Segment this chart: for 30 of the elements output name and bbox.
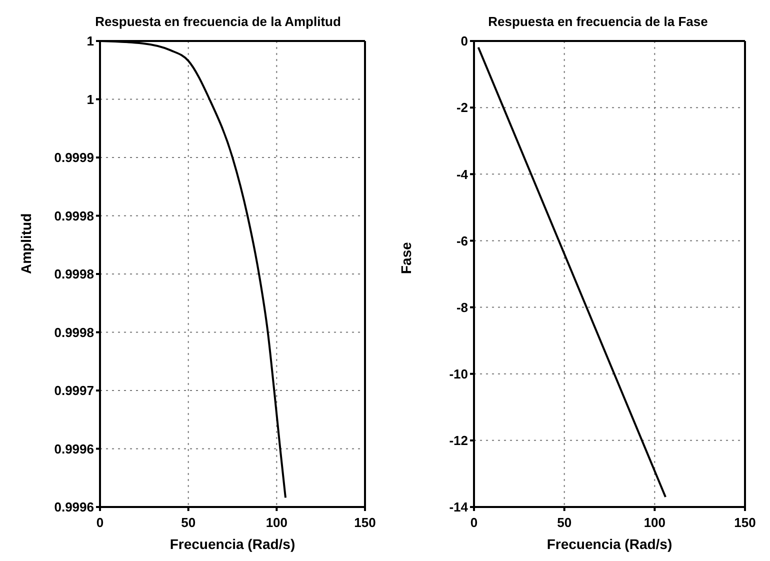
x-axis-title: Frecuencia (Rad/s) (170, 536, 296, 552)
x-tick-label: 100 (644, 515, 666, 530)
x-axis-title: Frecuencia (Rad/s) (546, 536, 672, 552)
y-tick-label: -12 (449, 433, 468, 448)
y-tick-label: 0.9999 (54, 150, 94, 166)
chart-title: Respuesta en frecuencia de la Amplitud (94, 14, 342, 29)
y-tick-label: -10 (449, 366, 468, 382)
y-tick-label: -4 (456, 166, 469, 182)
x-tick-label: 50 (557, 515, 572, 530)
chart-title: Respuesta en frecuencia de la Fase (487, 14, 709, 29)
y-axis-title: Amplitud (18, 213, 34, 274)
y-tick-label: 0.9997 (54, 383, 94, 398)
x-tick-label: 50 (181, 515, 196, 530)
x-tick-label: 150 (354, 515, 376, 530)
y-tick-label: -14 (449, 500, 469, 515)
y-tick-label: 0.9996 (54, 500, 94, 515)
y-tick-label: 0.9998 (54, 266, 94, 282)
y-tick-label: 0.9998 (54, 208, 94, 224)
y-tick-label: 0.9998 (54, 324, 94, 340)
x-tick-label: 0 (96, 515, 104, 530)
y-tick-label: -8 (456, 300, 468, 315)
y-tick-label: -6 (456, 233, 468, 248)
y-tick-label: -2 (456, 100, 468, 116)
y-tick-label: 0.9996 (54, 441, 94, 456)
x-tick-label: 150 (734, 515, 756, 530)
y-tick-label: 1 (86, 34, 94, 49)
y-tick-label: 1 (86, 92, 94, 107)
y-tick-label: 0 (460, 34, 468, 49)
y-axis-title: Fase (398, 242, 414, 274)
x-tick-label: 100 (266, 515, 288, 530)
